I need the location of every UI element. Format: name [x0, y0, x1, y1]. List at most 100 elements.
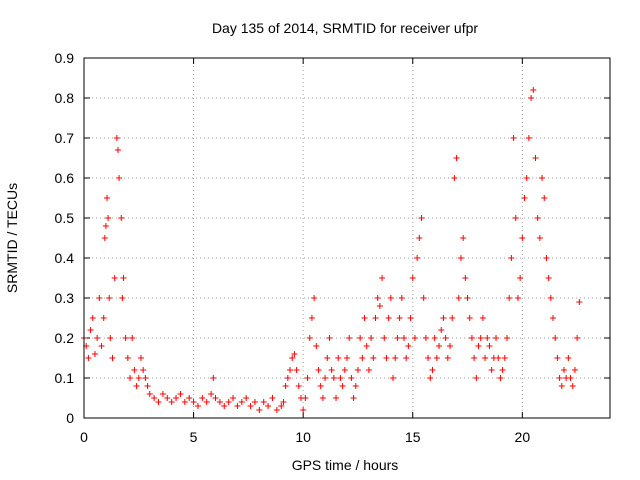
data-point — [365, 367, 372, 373]
data-point — [173, 395, 180, 401]
data-point — [311, 295, 318, 301]
data-point — [374, 295, 381, 301]
data-point — [282, 383, 289, 389]
data-point — [488, 367, 495, 373]
data-point — [493, 335, 500, 341]
data-point — [479, 315, 486, 321]
data-point — [475, 343, 482, 349]
data-point — [517, 275, 524, 281]
data-point — [545, 275, 552, 281]
data-point — [111, 275, 118, 281]
data-point — [337, 375, 344, 381]
data-point — [322, 375, 329, 381]
data-point — [96, 295, 103, 301]
x-tick-label: 0 — [80, 429, 88, 445]
data-point — [348, 375, 355, 381]
data-point — [194, 403, 201, 409]
data-point — [416, 235, 423, 241]
y-tick-label: 0.3 — [55, 290, 75, 306]
data-point — [225, 399, 232, 405]
data-point — [525, 135, 532, 141]
data-point — [433, 355, 440, 361]
data-point — [453, 155, 460, 161]
data-point — [370, 355, 377, 361]
data-point — [221, 403, 228, 409]
data-point — [273, 407, 280, 413]
data-point — [451, 175, 458, 181]
data-point — [104, 195, 111, 201]
data-point — [234, 403, 241, 409]
data-point — [499, 367, 506, 373]
data-point — [547, 295, 554, 301]
data-point — [482, 355, 489, 361]
data-point — [436, 343, 443, 349]
data-point — [532, 155, 539, 161]
data-point — [333, 395, 340, 401]
data-point — [523, 175, 530, 181]
data-point — [133, 383, 140, 389]
data-point — [199, 395, 206, 401]
data-point — [119, 295, 126, 301]
data-point — [330, 375, 337, 381]
data-point — [230, 395, 237, 401]
data-point — [392, 355, 399, 361]
data-point — [466, 315, 473, 321]
data-point — [420, 295, 427, 301]
data-point — [409, 275, 416, 281]
data-point — [98, 343, 105, 349]
y-tick-label: 0 — [66, 410, 74, 426]
data-point — [536, 235, 543, 241]
data-point — [444, 355, 451, 361]
data-point — [506, 295, 513, 301]
data-point — [106, 295, 113, 301]
data-point — [142, 375, 149, 381]
data-point — [574, 335, 581, 341]
data-point — [473, 375, 480, 381]
data-point — [530, 87, 537, 93]
data-point — [405, 343, 412, 349]
data-point — [350, 395, 357, 401]
data-point — [352, 383, 359, 389]
data-point — [471, 355, 478, 361]
data-point — [181, 399, 188, 405]
data-point — [411, 335, 418, 341]
data-point — [455, 295, 462, 301]
data-point — [425, 355, 432, 361]
data-point — [460, 235, 467, 241]
data-point — [212, 395, 219, 401]
data-point — [335, 355, 342, 361]
data-point — [427, 375, 434, 381]
x-tick-label: 5 — [190, 429, 198, 445]
data-point — [556, 375, 563, 381]
y-tick-label: 0.6 — [55, 170, 75, 186]
data-point — [447, 343, 454, 349]
data-point — [137, 355, 144, 361]
data-point — [319, 395, 326, 401]
data-point — [510, 135, 517, 141]
data-point — [407, 315, 414, 321]
data-point — [341, 367, 348, 373]
data-point — [260, 399, 267, 405]
data-point — [550, 315, 557, 321]
data-point — [387, 295, 394, 301]
data-point — [539, 175, 546, 181]
data-point — [324, 355, 331, 361]
y-tick-label: 0.7 — [55, 130, 75, 146]
data-point — [418, 215, 425, 221]
data-point — [571, 367, 578, 373]
data-point — [168, 399, 175, 405]
data-point — [354, 367, 361, 373]
x-tick-labels: 0 5 10 15 20 — [80, 429, 530, 445]
data-point — [155, 399, 162, 405]
data-point — [464, 295, 471, 301]
data-point — [100, 315, 107, 321]
y-tick-labels: 0 0.1 0.2 0.3 0.4 0.5 0.6 0.7 0.8 0.9 — [55, 50, 75, 426]
data-point — [308, 315, 315, 321]
data-point — [396, 315, 403, 321]
data-point — [186, 395, 193, 401]
data-point — [114, 147, 121, 153]
data-point — [468, 335, 475, 341]
data-point — [495, 355, 502, 361]
